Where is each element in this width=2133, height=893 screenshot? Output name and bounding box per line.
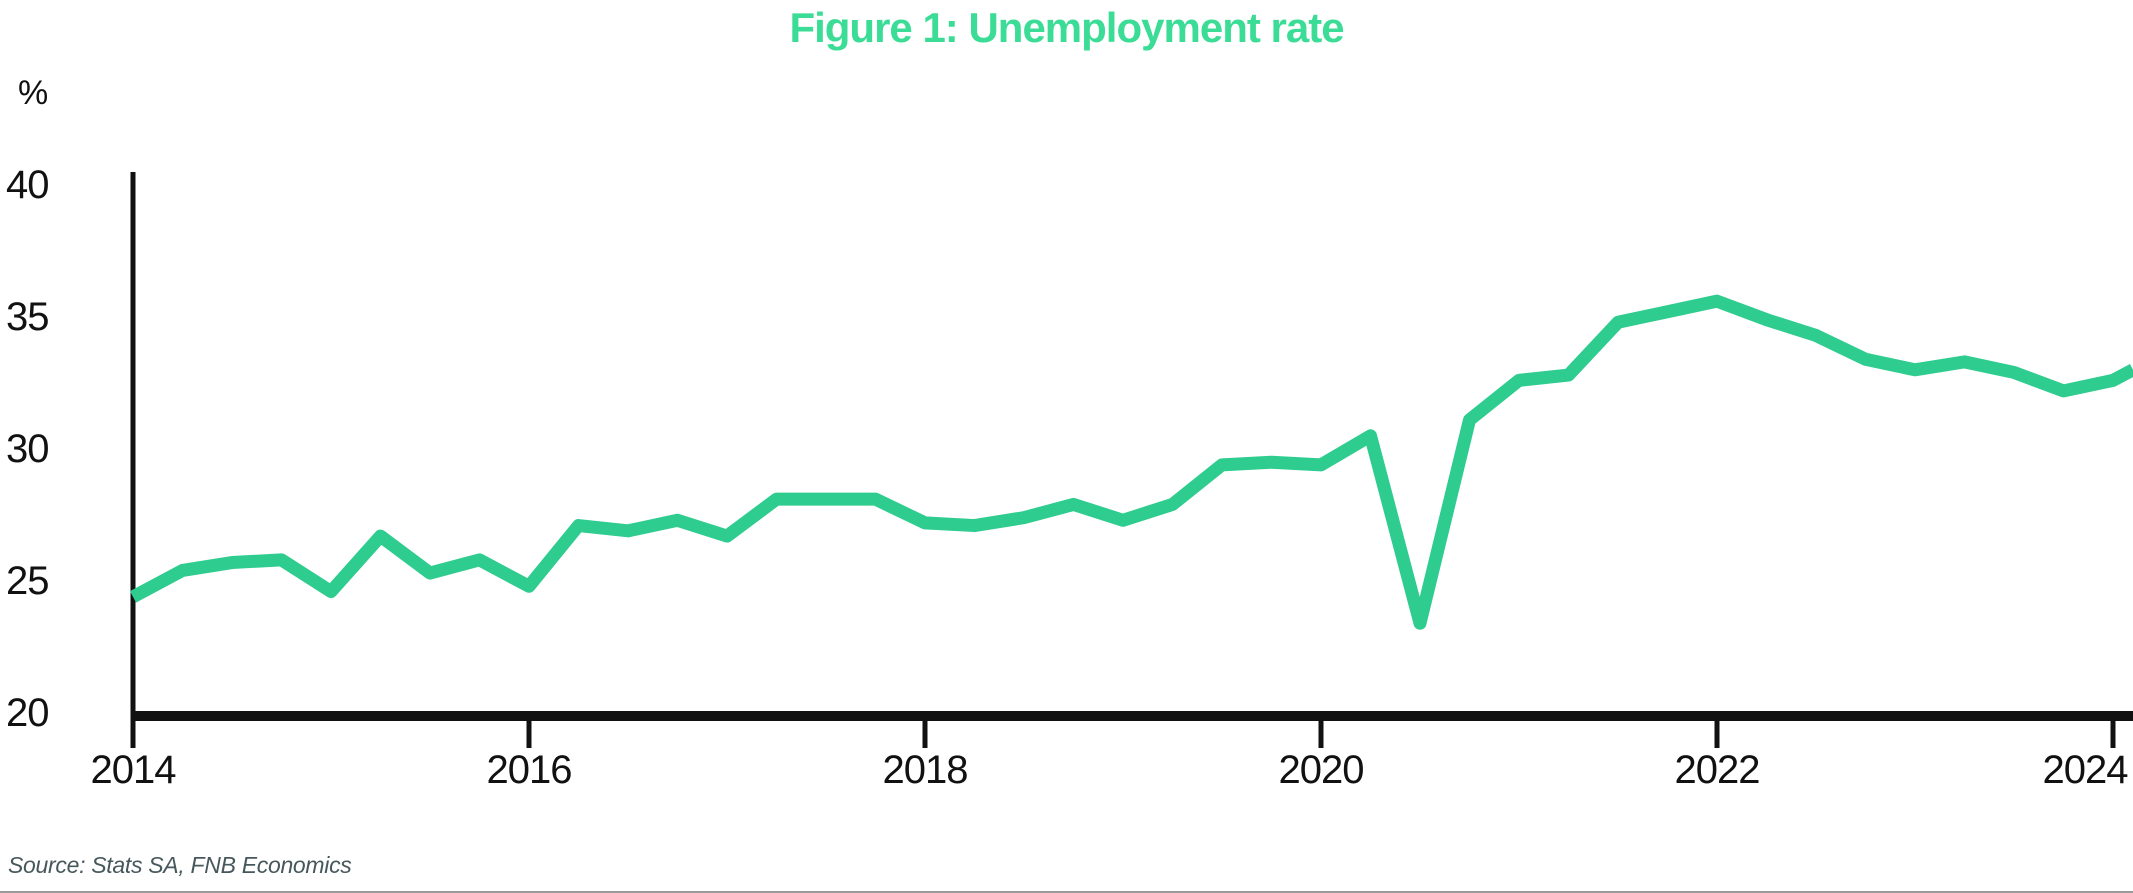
x-axis-tick-mark xyxy=(1714,721,1720,748)
y-axis-tick-label: 35 xyxy=(6,295,50,339)
x-axis-line xyxy=(130,711,2133,721)
y-axis-tick-label: 30 xyxy=(6,427,50,471)
y-axis-line xyxy=(130,172,136,748)
x-axis-tick-mark xyxy=(2110,721,2116,748)
x-axis-tick-label: 2014 xyxy=(90,748,177,792)
y-axis-unit-label: % xyxy=(18,74,49,112)
x-axis-tick-mark xyxy=(922,721,928,748)
y-axis-tick-label: 40 xyxy=(6,163,50,207)
x-axis-tick-mark xyxy=(526,721,532,748)
x-axis-tick-mark xyxy=(1318,721,1324,748)
y-axis-tick-label: 20 xyxy=(6,691,50,735)
chart-title: Figure 1: Unemployment rate xyxy=(789,4,1344,51)
axes xyxy=(130,172,2133,748)
x-axis-tick-label: 2016 xyxy=(486,748,573,792)
bottom-divider xyxy=(0,891,2133,893)
y-axis-tick-label: 25 xyxy=(6,559,50,603)
unemployment-rate-line-series xyxy=(129,294,2133,630)
x-axis-tick-label: 2022 xyxy=(1674,748,1761,792)
x-axis-tick-label: 2020 xyxy=(1278,748,1365,792)
x-axis-tick-label: 2018 xyxy=(882,748,969,792)
source-note: Source: Stats SA, FNB Economics xyxy=(8,852,352,878)
x-axis-tick-label: 2024 xyxy=(2042,748,2129,792)
